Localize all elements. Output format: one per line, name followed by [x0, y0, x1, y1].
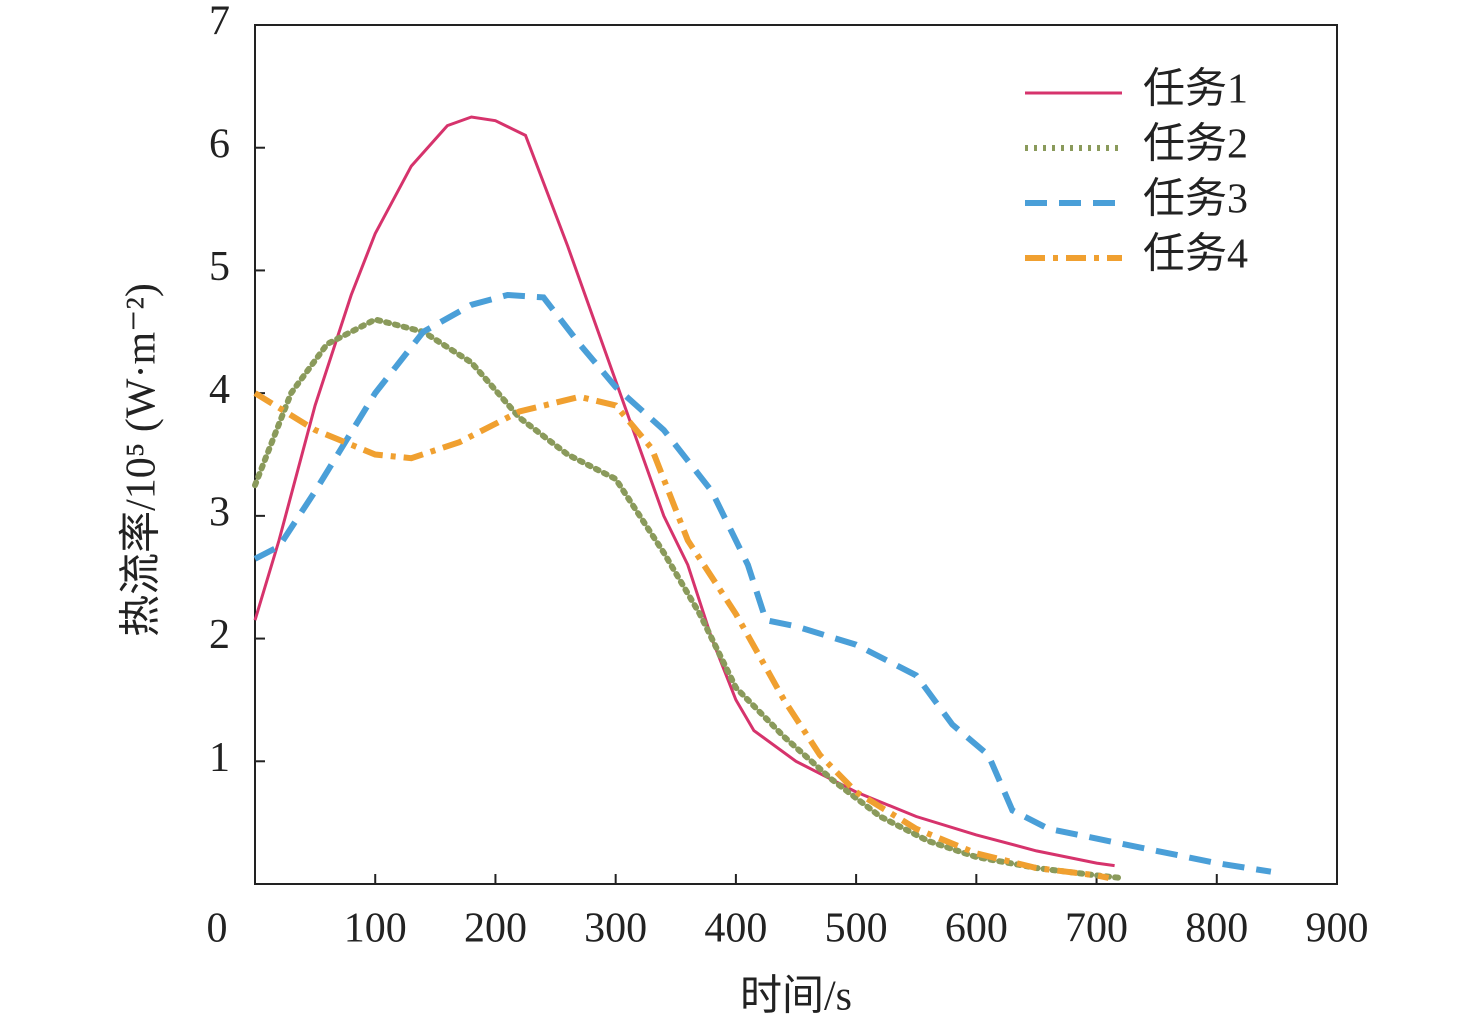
x-tick-label: 300	[584, 906, 647, 952]
x-tick-label: 200	[464, 906, 527, 952]
legend-label: 任务4	[1143, 232, 1248, 278]
legend-label: 任务3	[1143, 177, 1248, 223]
line-series	[253, 291, 1272, 875]
plot-frame	[254, 24, 1338, 885]
x-tick-label: 100	[344, 906, 407, 952]
x-tick-label: 0	[207, 906, 228, 952]
x-tick-label: 800	[1185, 906, 1248, 952]
x-tick-label: 600	[945, 906, 1008, 952]
y-axis-label: 热流率/10⁵ (W·m⁻²)	[118, 283, 165, 637]
line-series	[253, 115, 1115, 868]
x-axis-label: 时间/s	[740, 974, 852, 1020]
y-tick-label: 7	[209, 0, 230, 45]
line-series	[252, 316, 1124, 881]
line-series	[253, 390, 1110, 881]
y-tick-label: 1	[209, 735, 230, 781]
y-tick-label: 6	[209, 121, 230, 167]
legend-label: 任务1	[1143, 67, 1248, 113]
legend-label: 任务2	[1143, 122, 1248, 168]
x-tick-label: 900	[1306, 906, 1369, 952]
x-tick-label: 700	[1065, 906, 1128, 952]
x-tick-label: 400	[704, 906, 767, 952]
y-tick-label: 4	[209, 367, 230, 413]
y-tick-label: 3	[209, 489, 230, 535]
y-tick-label: 2	[209, 612, 230, 658]
y-tick-label: 5	[209, 244, 230, 290]
x-tick-label: 500	[825, 906, 888, 952]
